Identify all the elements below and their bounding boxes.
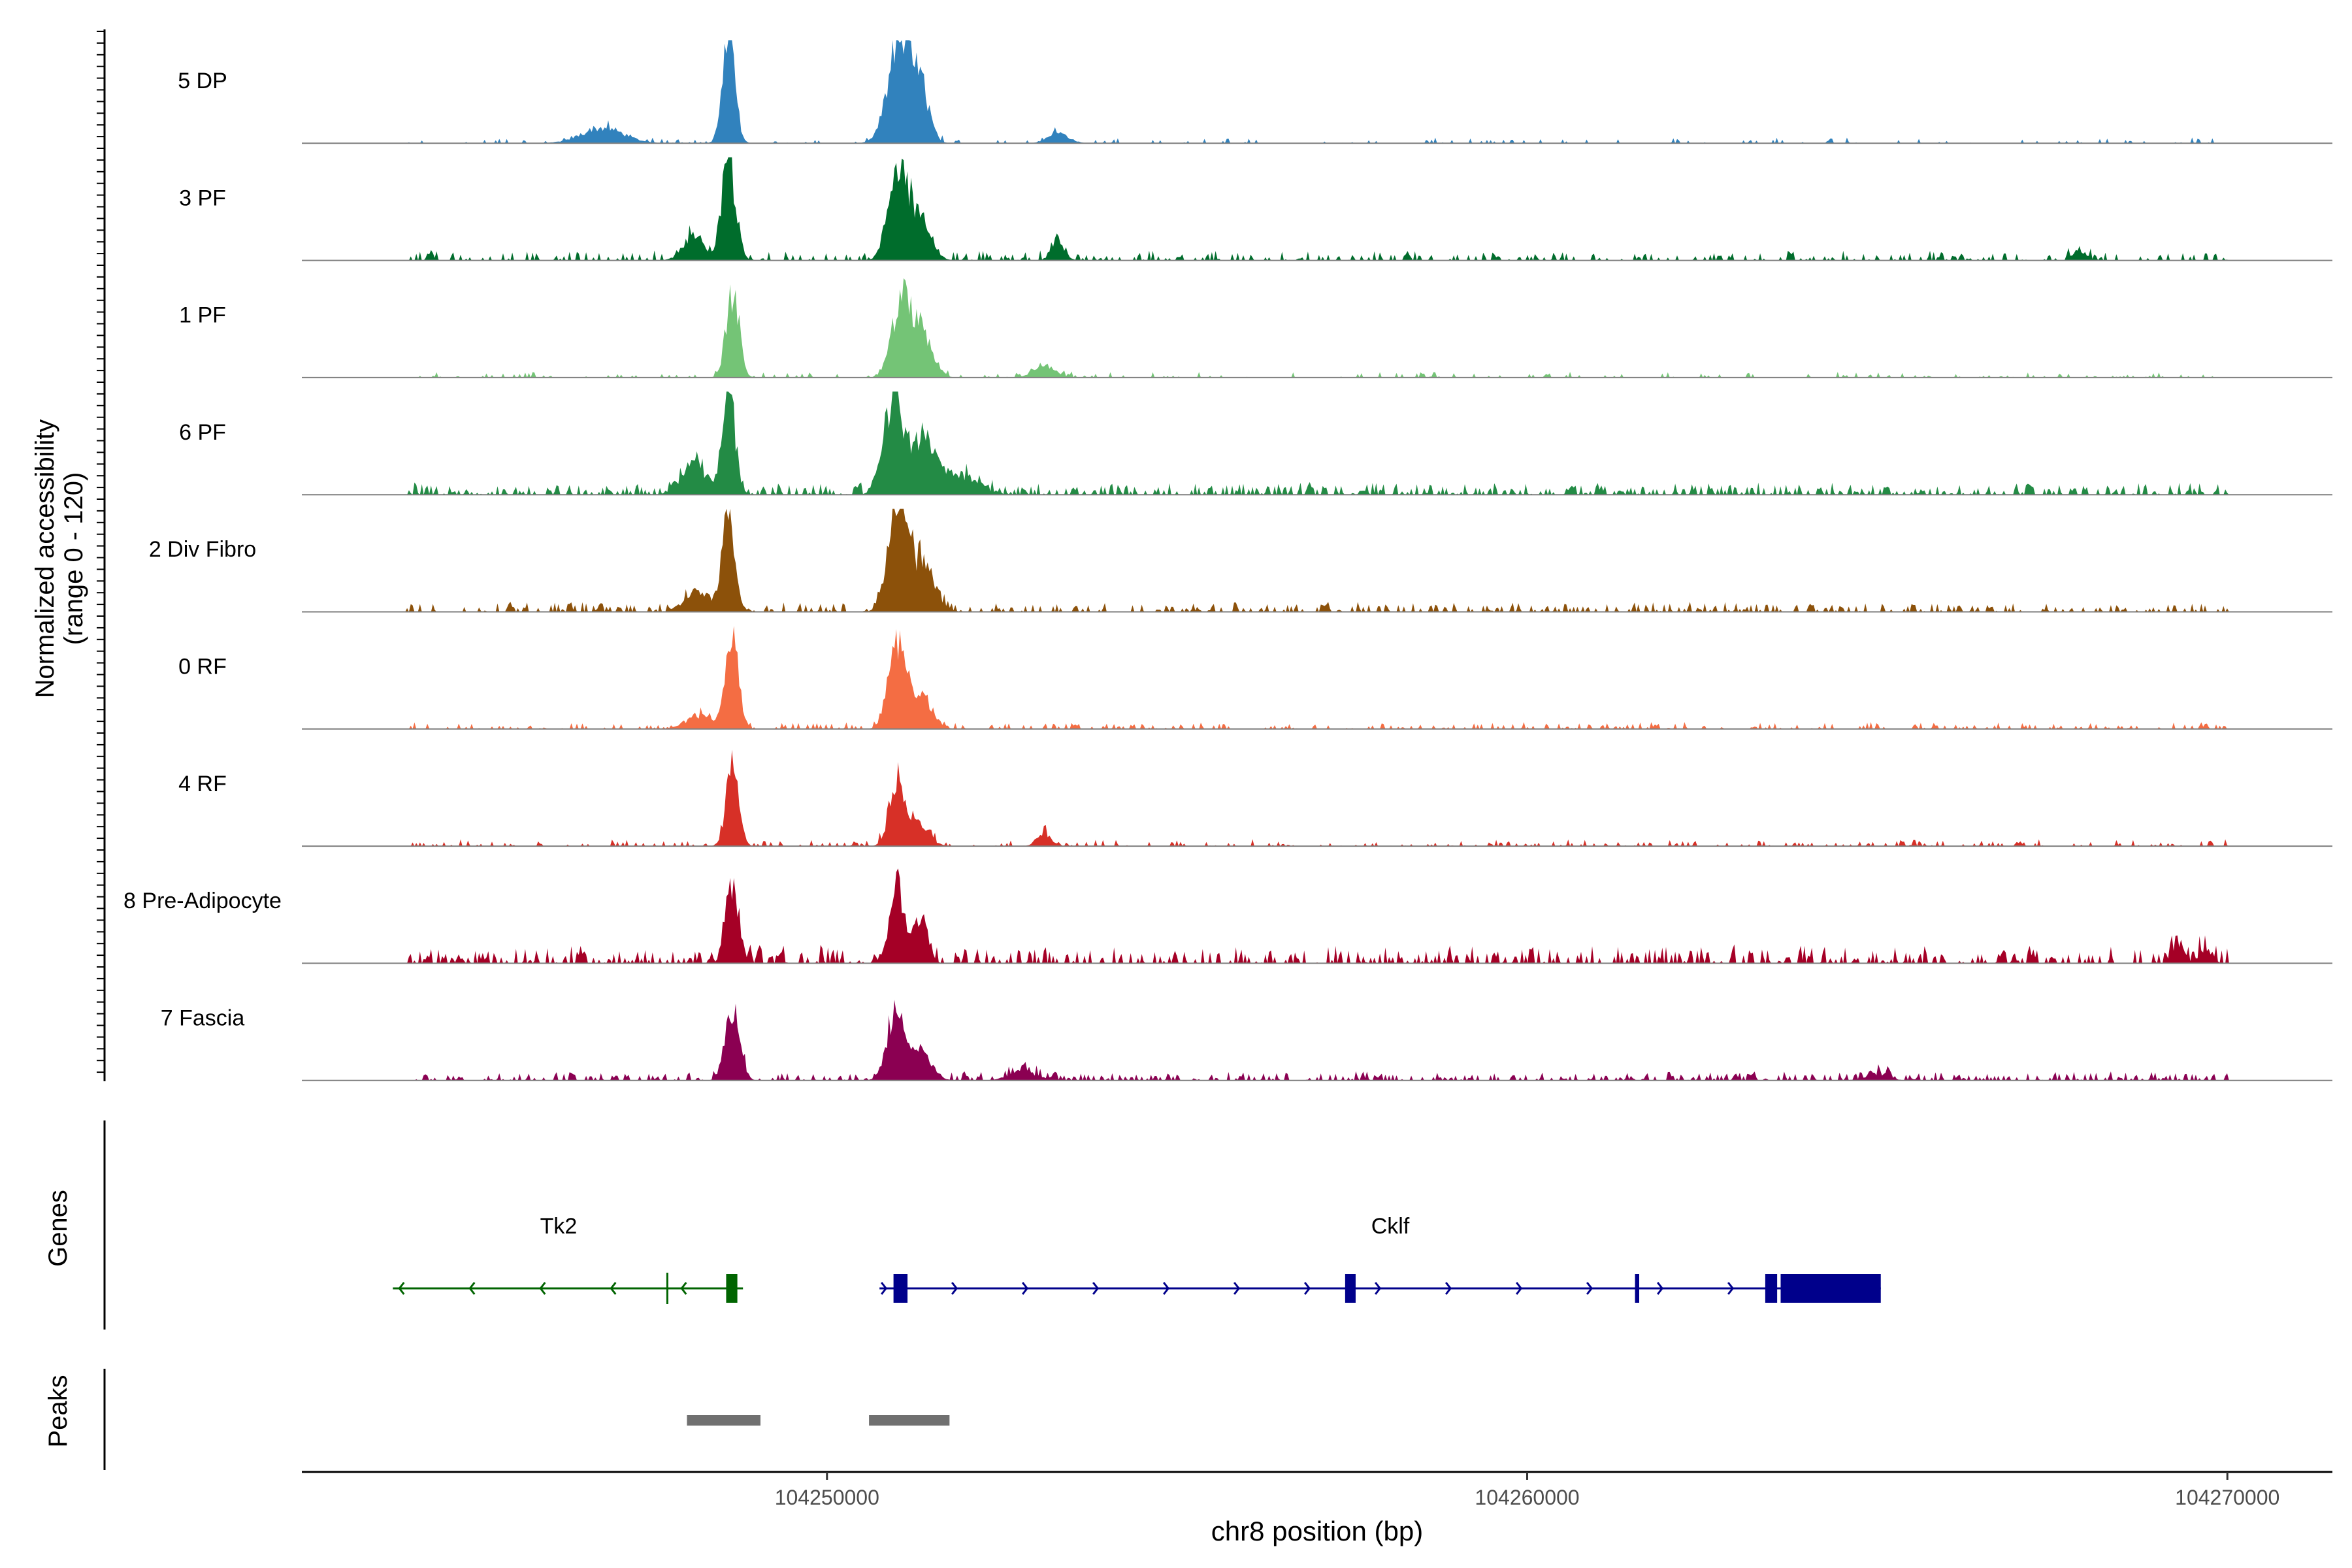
x-axis-label: chr8 position (bp) (1211, 1516, 1424, 1546)
track-6: 4 RF (178, 749, 2332, 847)
gene-name: Cklf (1371, 1214, 1410, 1239)
track-label: 0 RF (178, 655, 227, 679)
track-label: 3 PF (179, 186, 226, 210)
track-2: 1 PF (179, 278, 2332, 378)
track-1: 3 PF (179, 157, 2332, 261)
track-label: 4 RF (178, 772, 227, 796)
coverage-area (302, 508, 2332, 612)
strand-chevron (1656, 1282, 1664, 1295)
strand-chevron (468, 1282, 476, 1295)
track-label: 2 Div Fibro (149, 537, 256, 562)
track-label: 1 PF (179, 303, 226, 328)
coverage-area (302, 868, 2332, 964)
exon (726, 1274, 738, 1303)
track-7: 8 Pre-Adipocyte (123, 868, 2332, 964)
strand-chevron (880, 1282, 888, 1295)
x-tick-label: 104250000 (775, 1486, 879, 1509)
track-8: 7 Fascia (161, 1000, 2332, 1081)
coverage-area (302, 626, 2332, 729)
track-label: 8 Pre-Adipocyte (123, 889, 282, 913)
track-4: 2 Div Fibro (149, 508, 2332, 613)
peak-region-bar (687, 1415, 760, 1426)
y-axis-label-line1: Normalized accessibility (31, 419, 59, 698)
strand-chevron (680, 1282, 687, 1295)
gene-annotations: Tk2 Cklf (393, 1214, 1881, 1304)
exon (1345, 1274, 1356, 1303)
exon (1765, 1274, 1778, 1303)
strand-chevron (1021, 1282, 1029, 1295)
strand-chevron (1092, 1282, 1100, 1295)
coverage-area (302, 1000, 2332, 1081)
strand-chevron (1445, 1282, 1452, 1295)
gene-Tk2: Tk2 (393, 1214, 743, 1304)
strand-chevron (398, 1282, 405, 1295)
x-tick-label: 104260000 (1475, 1486, 1579, 1509)
track-label: 5 DP (178, 69, 227, 93)
gene-Cklf: Cklf (879, 1214, 1881, 1303)
peaks-panel-label: Peaks (44, 1375, 73, 1447)
exon (1635, 1274, 1639, 1303)
gene-name: Tk2 (540, 1214, 578, 1239)
coverage-y-ticks (97, 31, 105, 1073)
track-label: 6 PF (179, 420, 226, 445)
track-label: 7 Fascia (161, 1005, 245, 1030)
coverage-tracks: 5 DP 3 PF 1 PF 6 PF 2 Div Fibro 0 RF 4 RF 8 Pre… (123, 40, 2332, 1081)
strand-chevron (1162, 1282, 1170, 1295)
strand-chevron (1303, 1282, 1311, 1295)
strand-chevron (1515, 1282, 1523, 1295)
coverage-area (302, 40, 2332, 144)
strand-chevron (1233, 1282, 1241, 1295)
strand-chevron (1374, 1282, 1382, 1295)
track-0: 5 DP (178, 40, 2332, 144)
x-tick-label: 104270000 (2175, 1486, 2279, 1509)
coverage-area (302, 391, 2332, 495)
coverage-area (302, 278, 2332, 378)
peak-regions (687, 1415, 950, 1426)
track-3: 6 PF (179, 391, 2332, 496)
strand-chevron (1586, 1282, 1593, 1295)
exon (893, 1274, 908, 1303)
coverage-area (302, 749, 2332, 847)
genes-panel-label: Genes (44, 1190, 73, 1267)
y-axis-label-line2: (range 0 - 120) (59, 472, 88, 645)
x-axis-ticks: 104250000 104260000 104270000 (775, 1472, 2279, 1509)
strand-chevron (1727, 1282, 1735, 1295)
exon (1780, 1274, 1881, 1303)
coverage-area (302, 157, 2332, 261)
track-5: 0 RF (178, 626, 2332, 730)
peak-region-bar (869, 1415, 950, 1426)
strand-chevron (610, 1282, 617, 1295)
strand-chevron (951, 1282, 958, 1295)
strand-chevron (539, 1282, 546, 1295)
